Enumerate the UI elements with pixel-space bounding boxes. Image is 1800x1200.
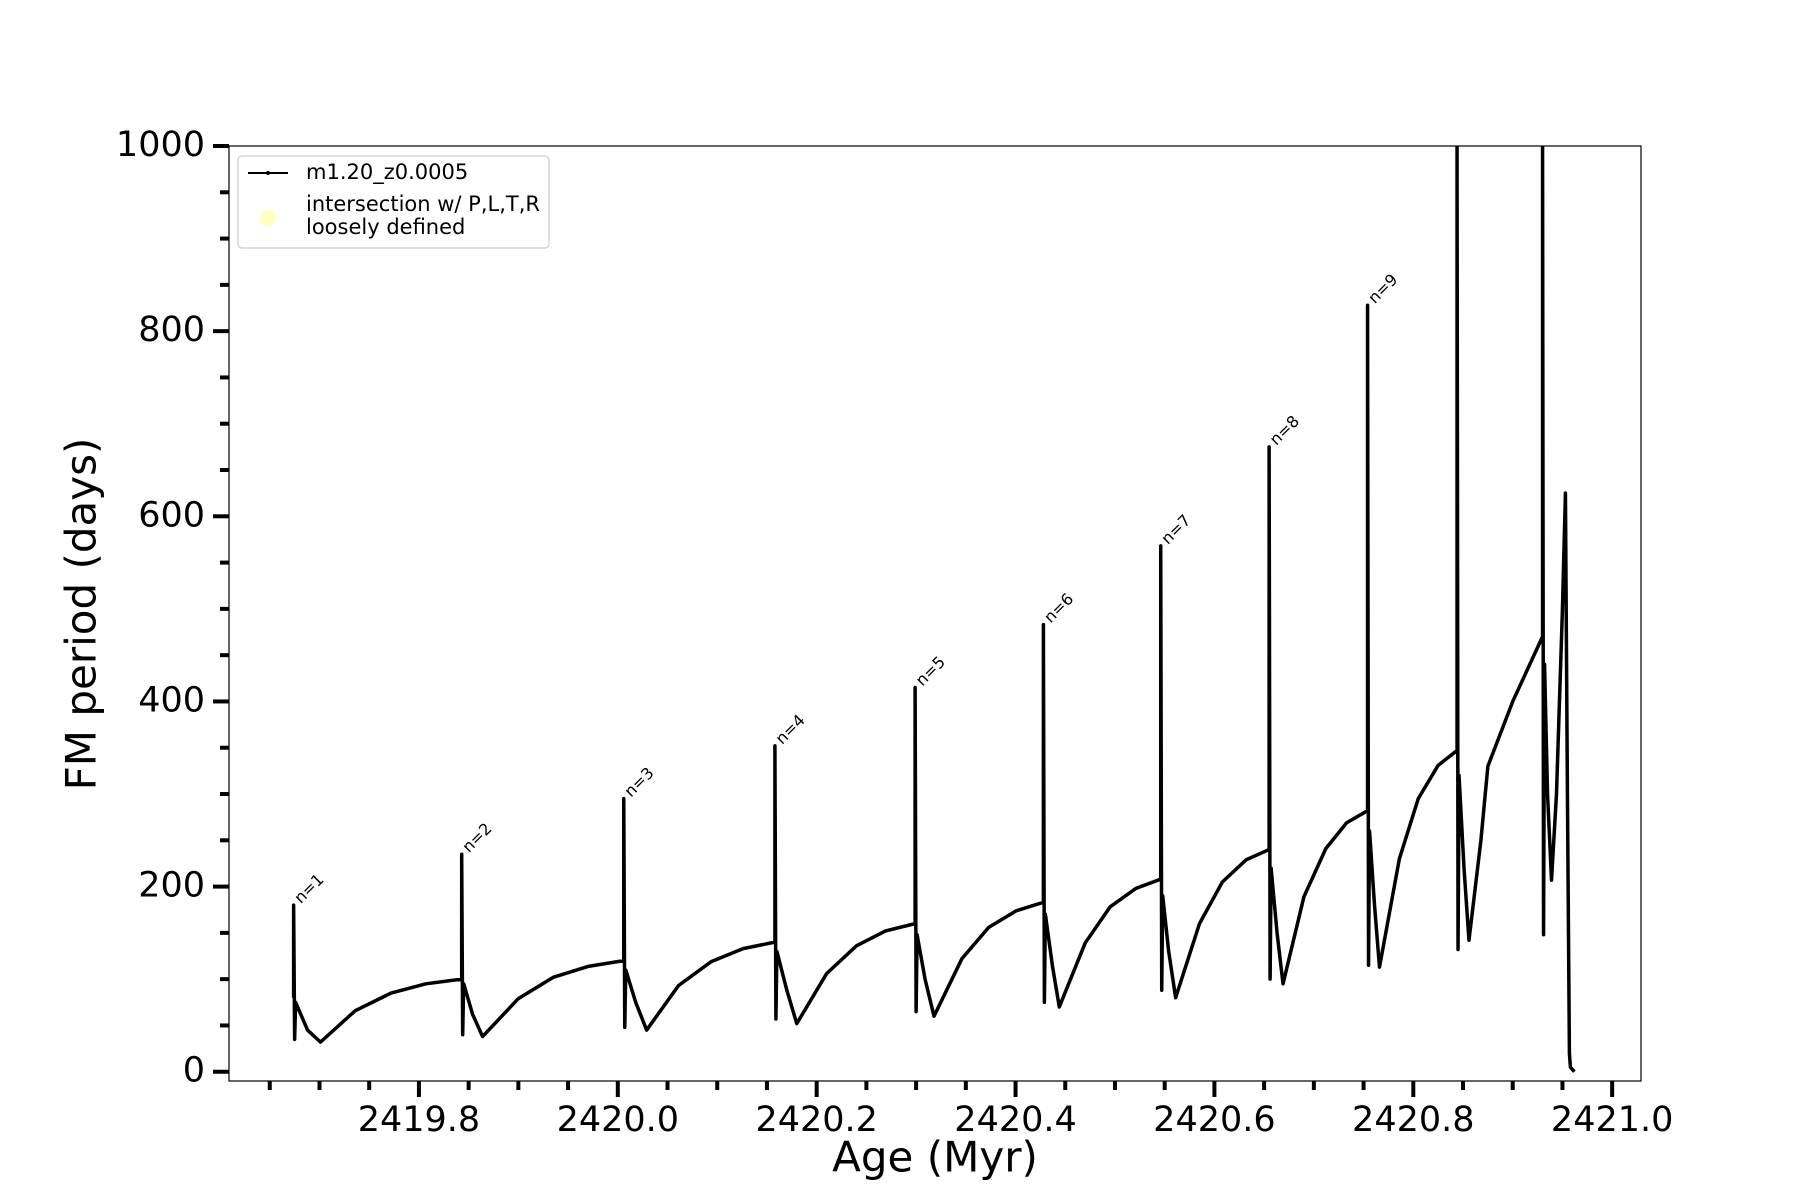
legend-label: intersection w/ P,L,T,R xyxy=(306,192,540,216)
y-axis-label: FM period (days) xyxy=(57,438,106,791)
x-tick-label: 2420.0 xyxy=(557,1100,679,1140)
x-tick-label: 2420.4 xyxy=(954,1100,1076,1140)
legend-box xyxy=(237,155,550,249)
y-tick-label: 600 xyxy=(138,495,205,535)
data-line xyxy=(291,146,1576,1073)
x-axis-label: Age (Myr) xyxy=(832,1133,1038,1182)
y-tick-label: 400 xyxy=(138,680,205,720)
plot-frame xyxy=(228,145,1642,1082)
legend-marker xyxy=(266,171,270,175)
legend-label: loosely defined xyxy=(306,215,465,239)
plot-area xyxy=(291,146,1576,1073)
y-tick-label: 1000 xyxy=(116,125,205,165)
legend-label: m1.20_z0.0005 xyxy=(306,160,468,185)
y-tick-label: 0 xyxy=(183,1051,205,1091)
x-tick-label: 2420.6 xyxy=(1153,1100,1275,1140)
legend-marker xyxy=(260,210,276,226)
y-tick-label: 200 xyxy=(138,866,205,906)
x-tick-label: 2420.8 xyxy=(1352,1100,1474,1140)
y-tick-label: 800 xyxy=(138,310,205,350)
x-tick-label: 2419.8 xyxy=(358,1100,480,1140)
x-tick-label: 2420.2 xyxy=(755,1100,877,1140)
x-tick-label: 2421.0 xyxy=(1551,1100,1673,1140)
